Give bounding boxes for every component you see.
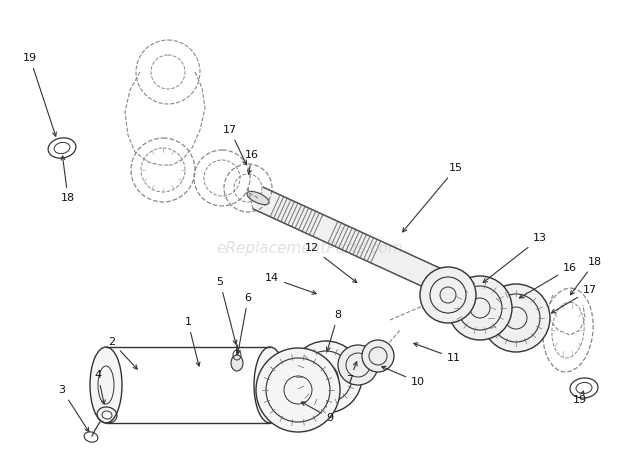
Ellipse shape: [482, 284, 550, 352]
Text: 19: 19: [23, 53, 56, 136]
Text: 4: 4: [94, 370, 105, 404]
Text: 16: 16: [520, 263, 577, 298]
Text: 3: 3: [58, 385, 89, 432]
Ellipse shape: [362, 340, 394, 372]
Text: 17: 17: [223, 125, 246, 164]
Ellipse shape: [90, 347, 122, 423]
Polygon shape: [253, 187, 477, 307]
Text: 7: 7: [347, 362, 357, 385]
Text: eReplacementParts.com: eReplacementParts.com: [216, 240, 404, 256]
Ellipse shape: [338, 345, 378, 385]
Ellipse shape: [254, 347, 286, 423]
Ellipse shape: [247, 191, 269, 205]
Text: 10: 10: [382, 366, 425, 387]
Ellipse shape: [461, 289, 483, 303]
Text: 5: 5: [216, 277, 237, 344]
Text: 8: 8: [326, 310, 342, 351]
Text: 1: 1: [185, 317, 200, 366]
Text: 17: 17: [551, 285, 597, 313]
Ellipse shape: [256, 348, 340, 432]
Ellipse shape: [231, 355, 243, 371]
Ellipse shape: [290, 341, 362, 413]
Text: 2: 2: [108, 337, 137, 369]
Ellipse shape: [448, 276, 512, 340]
Text: 11: 11: [414, 343, 461, 363]
Ellipse shape: [420, 267, 476, 323]
Text: 15: 15: [402, 163, 463, 232]
Text: 12: 12: [305, 243, 357, 283]
Text: 19: 19: [573, 391, 587, 405]
Text: 6: 6: [236, 293, 252, 354]
Text: 18: 18: [570, 257, 602, 295]
Text: 14: 14: [265, 273, 316, 294]
Text: 16: 16: [245, 150, 259, 174]
Text: 18: 18: [61, 156, 75, 203]
Text: 13: 13: [483, 233, 547, 283]
Text: 9: 9: [301, 402, 334, 423]
